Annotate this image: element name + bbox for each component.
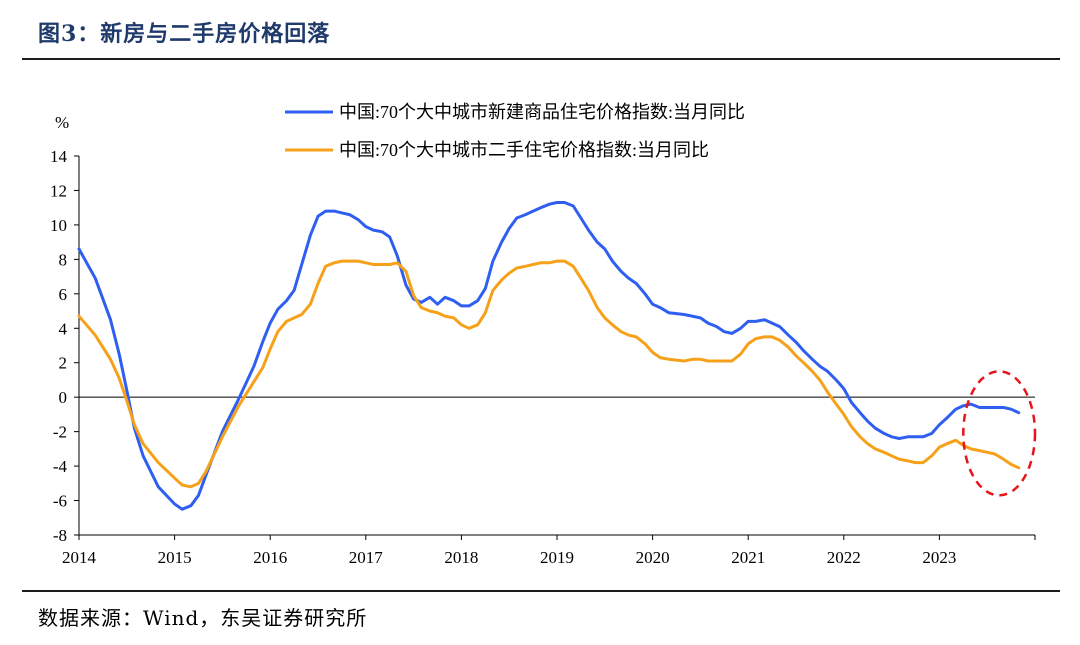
y-tick-label: 6 [59,285,68,304]
y-tick-label: 2 [59,354,68,373]
series-line-1 [77,201,1021,511]
y-tick-label: 10 [50,216,67,235]
chart-legend: 中国:70个大中城市新建商品住宅价格指数:当月同比中国:70个大中城市二手住宅价… [285,102,745,160]
legend-label-2: 中国:70个大中城市二手住宅价格指数:当月同比 [339,140,709,160]
x-tick-label: 2023 [922,548,956,567]
chart-axes: 14 12 10 8 6 4 2 0 -2 -4 -6 -8 2014 2015 2016 2017 2018 2… [50,147,1036,567]
x-tick-label: 2020 [636,548,670,567]
legend-label-1: 中国:70个大中城市新建商品住宅价格指数:当月同比 [339,102,745,122]
x-tick-label: 2021 [731,548,765,567]
figure-title: 图3：新房与二手房价格回落 [38,21,331,47]
y-tick-label: 12 [50,181,67,200]
series-line-2 [77,259,1021,489]
x-tick-label: 2018 [444,548,478,567]
y-tick-label: 4 [59,319,68,338]
y-tick-label: -6 [53,492,67,511]
highlight-ellipse [962,370,1037,497]
x-tick-label: 2017 [349,548,384,567]
x-tick-label: 2019 [540,548,574,567]
line-chart: 14 12 10 8 6 4 2 0 -2 -4 -6 -8 2014 2015 2016 2017 2018 2… [50,102,1037,567]
y-tick-label: 0 [59,388,68,407]
y-axis-unit-label: % [55,113,69,132]
top-rule [22,58,1060,60]
x-tick-label: 2014 [62,548,97,567]
x-tick-label: 2016 [253,548,287,567]
x-tick-label: 2015 [158,548,192,567]
y-tick-label: -4 [53,457,68,476]
y-tick-label: -2 [53,423,67,442]
y-tick-label: 8 [59,250,68,269]
y-tick-label: -8 [53,526,67,545]
x-tick-label: 2022 [827,548,861,567]
bottom-rule [22,590,1060,592]
chart-series [77,201,1037,511]
source-note: 数据来源：Wind，东吴证券研究所 [38,606,368,630]
y-tick-label: 14 [50,147,68,166]
